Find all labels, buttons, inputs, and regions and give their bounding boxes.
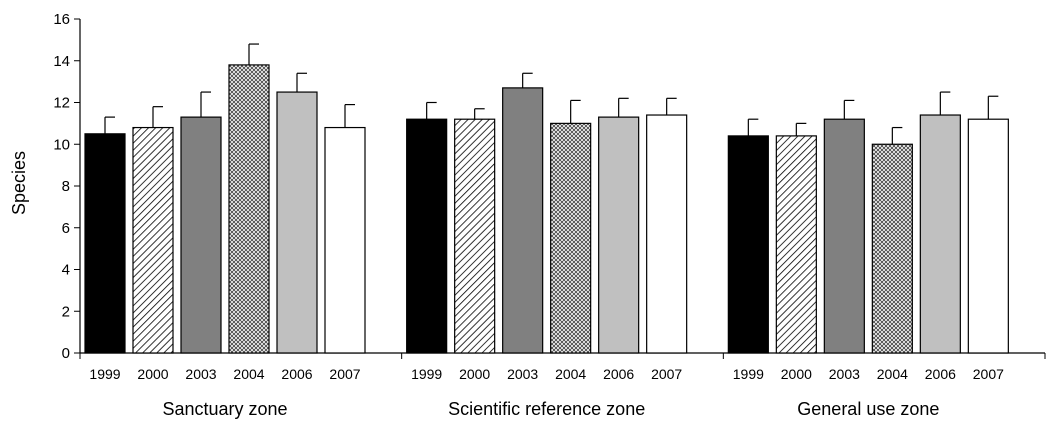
x-tick-label: 2004	[233, 366, 264, 382]
x-tick-label: 2003	[185, 366, 216, 382]
x-tick-label: 2006	[281, 366, 312, 382]
bar	[132, 126, 174, 354]
bar	[550, 122, 592, 354]
y-tick-label: 12	[53, 95, 70, 112]
y-tick-label: 10	[53, 136, 70, 153]
x-tick-label: 2007	[329, 366, 360, 382]
bar	[727, 135, 769, 354]
group-label: Sanctuary zone	[162, 399, 287, 419]
x-tick-label: 2000	[137, 366, 168, 382]
y-tick-label: 0	[62, 345, 70, 362]
x-tick-label: 2006	[925, 366, 956, 382]
bar	[967, 118, 1009, 354]
group-label: General use zone	[797, 399, 939, 419]
bar	[228, 64, 270, 354]
y-tick-label: 2	[62, 303, 70, 320]
bar	[324, 126, 366, 354]
bar	[276, 91, 318, 354]
y-tick-label: 6	[62, 220, 70, 237]
y-tick-label: 16	[53, 11, 70, 28]
y-axis-title: Species	[9, 151, 29, 215]
x-tick-label: 2000	[459, 366, 490, 382]
bar	[454, 118, 496, 354]
x-tick-label: 1999	[733, 366, 764, 382]
x-tick-label: 2006	[603, 366, 634, 382]
bar	[775, 135, 817, 354]
bars	[84, 43, 1009, 354]
bar	[919, 114, 961, 354]
bar	[871, 143, 913, 354]
group-label: Scientific reference zone	[448, 399, 645, 419]
bar	[180, 116, 222, 354]
x-tick-label: 2003	[829, 366, 860, 382]
x-tick-label: 2004	[877, 366, 908, 382]
x-tick-label: 2007	[651, 366, 682, 382]
x-tick-label: 1999	[411, 366, 442, 382]
x-tick-label: 1999	[89, 366, 120, 382]
bar	[646, 114, 688, 354]
bar	[823, 118, 865, 354]
x-tick-label: 2004	[555, 366, 586, 382]
bar	[502, 87, 544, 354]
bar	[406, 118, 448, 354]
labels: 1999 2000 2003 2004 2006 2007 Sanctuary zone 19…	[89, 366, 1004, 419]
bar	[598, 116, 640, 354]
x-tick-label: 2000	[781, 366, 812, 382]
y-tick-label: 14	[53, 53, 70, 70]
bar	[84, 133, 126, 354]
x-tick-label: 2007	[973, 366, 1004, 382]
y-tick-label: 8	[62, 178, 70, 195]
y-tick-label: 4	[62, 262, 70, 279]
x-tick-label: 2003	[507, 366, 538, 382]
